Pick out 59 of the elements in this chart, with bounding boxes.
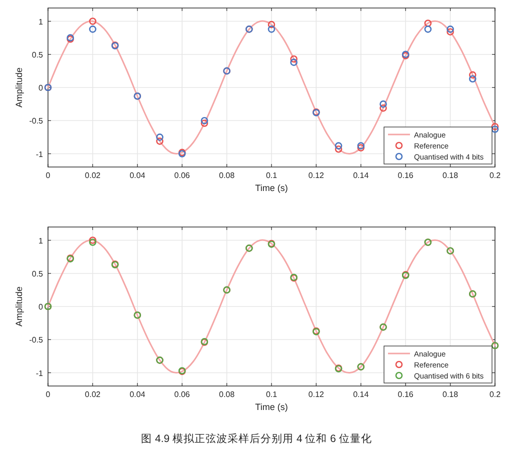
y-tick-label: 0.5 [32, 269, 44, 278]
y-axis-title: Amplitude [14, 67, 24, 108]
x-axis-title: Time (s) [255, 402, 288, 412]
point [469, 71, 476, 79]
point [491, 126, 499, 133]
caption: 图 4.9 模拟正弦波采样后分别用 4 位和 6 位量化 [141, 432, 372, 445]
point [334, 142, 342, 150]
y-axis-title: Amplitude [14, 286, 24, 327]
y-tick-label: 0 [38, 302, 44, 312]
x-tick-label: 0.2 [489, 390, 502, 399]
point [89, 26, 96, 33]
x-tick-label: 0.16 [398, 390, 414, 399]
x-tick-label: 0.12 [308, 390, 325, 399]
y-tick-label: -1 [36, 150, 44, 159]
point [268, 26, 276, 33]
y-tick-label: -1 [36, 368, 44, 378]
x-tick-label: 0.04 [130, 171, 146, 180]
point [290, 55, 298, 63]
y-tick-label: 1 [38, 17, 44, 26]
point [156, 138, 164, 145]
point [380, 104, 387, 112]
x-tick-label: 0.1 [266, 171, 278, 180]
point [491, 122, 499, 130]
y-tick-label: -0.5 [29, 116, 44, 126]
x-tick-label: 0.2 [489, 171, 502, 180]
point [156, 134, 164, 141]
point [424, 20, 432, 27]
point [200, 120, 208, 127]
x-tick-label: 0.16 [398, 171, 414, 180]
x-tick-label: 0 [46, 171, 51, 180]
point [446, 26, 454, 33]
point [334, 145, 342, 153]
x-tick-label: 0.08 [219, 390, 236, 399]
x-tick-label: 0.06 [174, 390, 190, 399]
x-tick-label: 0.02 [84, 390, 102, 399]
point [424, 26, 432, 33]
point [89, 18, 96, 25]
y-tick-label: -0.5 [29, 336, 44, 345]
x-tick-label: 0.14 [353, 390, 370, 399]
point [469, 75, 476, 83]
x-tick-label: 0.14 [353, 171, 370, 180]
x-tick-label: 0.1 [266, 390, 278, 399]
x-tick-label: 0.12 [308, 171, 325, 180]
x-axis-title: Time (s) [255, 183, 288, 193]
y-tick-label: 0.5 [32, 50, 44, 60]
x-tick-label: 0 [46, 390, 51, 399]
y-tick-label: 1 [38, 236, 44, 246]
x-tick-label: 0.18 [442, 390, 459, 399]
x-tick-label: 0.18 [442, 171, 459, 180]
x-tick-label: 0.02 [84, 171, 102, 180]
x-tick-label: 0.06 [174, 171, 190, 180]
point [290, 58, 298, 66]
x-tick-label: 0.04 [130, 390, 146, 399]
point [446, 28, 454, 36]
point [200, 116, 208, 124]
y-tick-label: 0 [38, 84, 44, 92]
x-tick-label: 0.08 [219, 171, 236, 180]
point [268, 20, 276, 28]
point [380, 100, 387, 108]
